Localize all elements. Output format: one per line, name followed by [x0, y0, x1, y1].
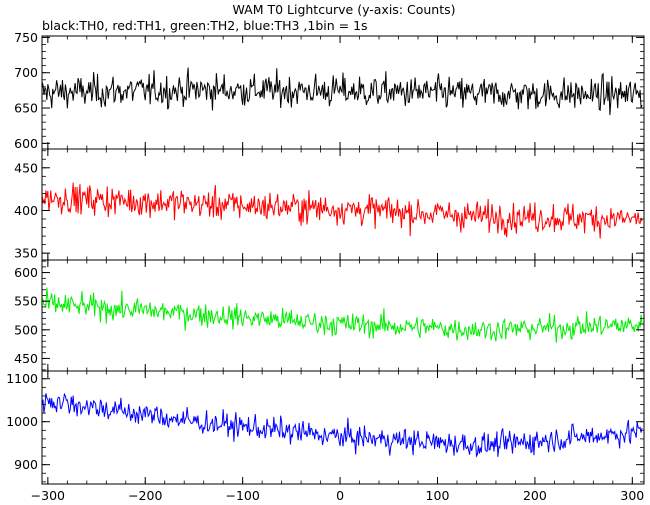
y-tick-label: 450	[14, 160, 38, 175]
series-th0-line	[42, 68, 642, 116]
x-tick-label: 0	[336, 488, 344, 503]
y-tick-label: 550	[14, 294, 38, 309]
panel-th3: 900 1000 1100	[6, 371, 644, 484]
series-th1-line	[42, 183, 642, 239]
panel-th0: 600 650 700 750	[14, 30, 644, 151]
y-tick-label: 1100	[6, 371, 38, 386]
y-tick-label: 600	[14, 265, 38, 280]
panel-th1: 350 400 450	[14, 149, 644, 261]
x-tick-label: −200	[128, 488, 162, 503]
panel-frame	[42, 371, 644, 484]
x-tick-label: −100	[225, 488, 259, 503]
x-tick-label: 300	[620, 488, 644, 503]
x-axis: −300 −200 −100 0 100 200 300	[31, 488, 645, 503]
y-tick-label: 750	[14, 30, 38, 45]
x-tick-label: 100	[426, 488, 450, 503]
y-tick-label: 450	[14, 351, 38, 366]
y-tick-label: 650	[14, 101, 38, 116]
y-tick-label: 1000	[6, 414, 38, 429]
y-tick-label: 600	[14, 136, 38, 151]
series-th2-line	[42, 288, 642, 343]
y-tick-label: 700	[14, 65, 38, 80]
x-tick-label: −300	[31, 488, 65, 503]
x-tick-label: 200	[523, 488, 547, 503]
panel-th2: 450 500 550 600	[14, 260, 644, 371]
panels: 600 650 700 750 350 400 450 450 500 550 600 900 1000…	[6, 30, 644, 484]
y-tick-label: 400	[14, 203, 38, 218]
chart-subtitle: black:TH0, red:TH1, green:TH2, blue:TH3 …	[42, 18, 368, 33]
chart-title: WAM T0 Lightcurve (y-axis: Counts)	[232, 2, 455, 17]
y-tick-label: 350	[14, 246, 38, 261]
series-th3-line	[42, 393, 642, 457]
y-tick-label: 900	[14, 457, 38, 472]
y-tick-label: 500	[14, 322, 38, 337]
